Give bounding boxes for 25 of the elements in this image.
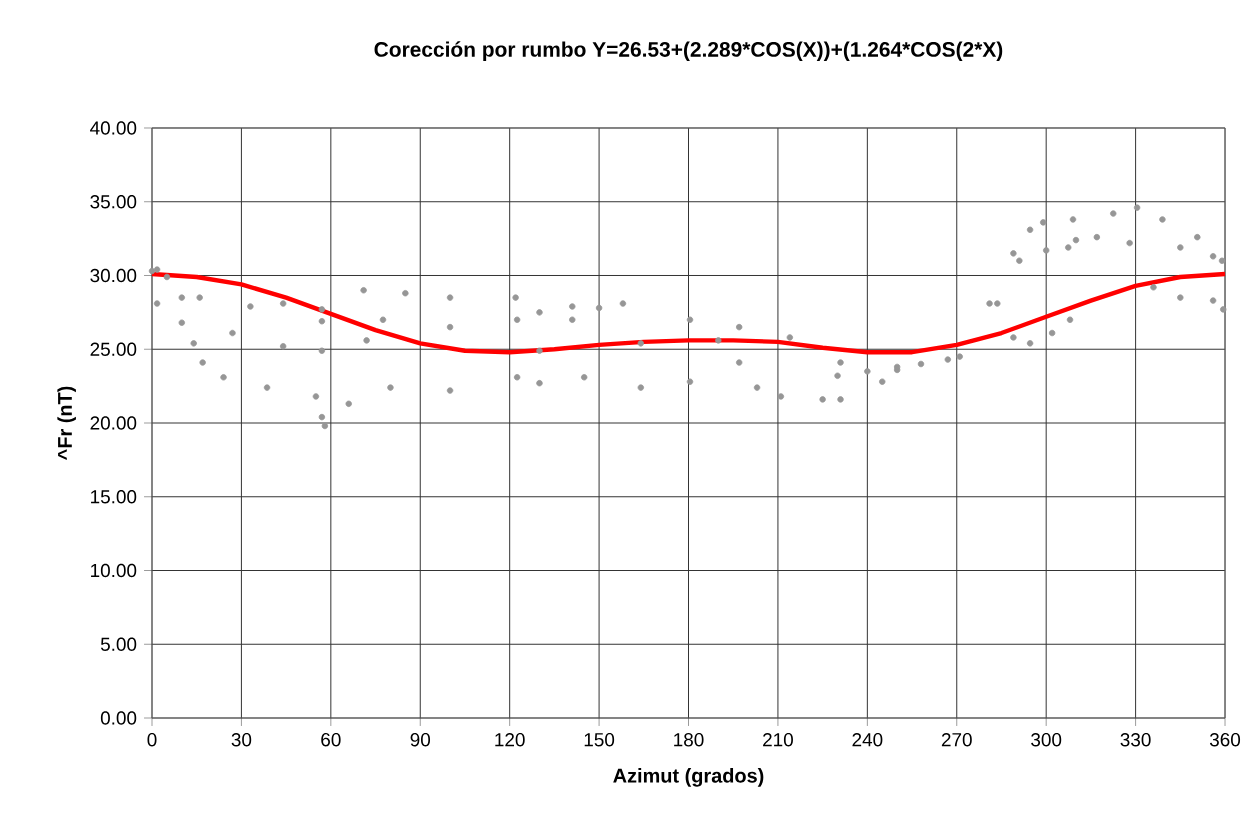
x-tick-label: 120 <box>495 733 525 747</box>
y-tick-label: 15.00 <box>91 490 137 504</box>
x-tick-label: 150 <box>584 733 615 747</box>
y-tick-label: 0.00 <box>100 711 137 725</box>
x-tick-label: 300 <box>1031 733 1062 747</box>
x-tick-label: 0 <box>147 733 157 747</box>
y-axis-title: ^Fr (nT) <box>57 386 76 460</box>
x-tick-label: 60 <box>321 733 341 747</box>
x-tick-label: 240 <box>852 733 883 747</box>
x-tick-label: 330 <box>1120 733 1151 747</box>
y-tick-label: 35.00 <box>90 195 137 209</box>
y-tick-label: 30.00 <box>90 268 137 283</box>
chart-title: Corección por rumbo Y=26.53+(2.289*COS(X))+(1.264*COS(2*X) <box>374 41 1003 61</box>
x-tick-label: 210 <box>763 733 793 747</box>
x-tick-label: 360 <box>1209 733 1241 747</box>
x-axis-title: Azimut (grados) <box>613 768 764 787</box>
x-tick-label: 270 <box>941 733 972 747</box>
x-tick-label: 30 <box>231 733 252 747</box>
y-tick-label: 40.00 <box>90 121 137 135</box>
x-tick-label: 90 <box>410 733 431 747</box>
y-tick-label: 10.00 <box>91 563 137 578</box>
x-tick-label: 180 <box>674 733 704 747</box>
y-tick-label: 5.00 <box>100 637 137 651</box>
y-tick-label: 20.00 <box>90 416 137 430</box>
y-tick-label: 25.00 <box>90 342 137 356</box>
